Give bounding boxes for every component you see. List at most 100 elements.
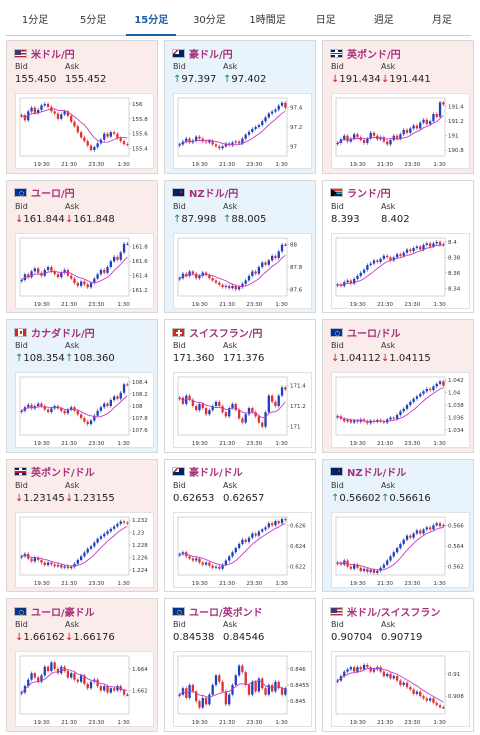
bid-arrow-icon: ↑ bbox=[173, 213, 182, 225]
bid-text: 191.434 bbox=[339, 74, 381, 85]
candle-body bbox=[53, 662, 56, 670]
candle-body bbox=[419, 246, 422, 250]
candle-body bbox=[356, 667, 359, 673]
candle-body bbox=[405, 535, 409, 540]
candle-body bbox=[89, 282, 93, 287]
currency-card[interactable]: 豪ドル/円 Bid Ask ↑97.397 ↑97.402 97.4 97.2 97 19:30… bbox=[164, 40, 316, 174]
pair-link[interactable]: ユーロ/豪ドル bbox=[31, 607, 95, 619]
pair-link[interactable]: ユーロ/ドル bbox=[347, 328, 401, 340]
candle-body bbox=[359, 567, 362, 571]
currency-card[interactable]: ユーロ/英ポンド Bid Ask 0.84538 0.84546 0.846 0.8455 0… bbox=[164, 598, 316, 732]
price-chart[interactable]: 8.4 8.38 8.36 8.34 19:30 21:30 23:30 1:30 bbox=[331, 232, 470, 309]
currency-card[interactable]: スイスフラン/円 Bid Ask 171.360 171.376 171.4 171.2 17… bbox=[164, 319, 316, 453]
currency-card[interactable]: ランド/円 Bid Ask 8.393 8.402 8.4 8.38 8.36 8.34 19:3… bbox=[322, 179, 474, 314]
bid-text: 108.354 bbox=[23, 353, 65, 365]
tab-6[interactable]: 週足 bbox=[373, 15, 394, 26]
y-tick-label: 1.224 bbox=[132, 568, 148, 574]
candle-body bbox=[76, 411, 79, 415]
candle-body bbox=[53, 111, 56, 114]
candle-body bbox=[201, 698, 204, 708]
candle-body bbox=[442, 525, 445, 527]
tab-0[interactable]: 1分足 bbox=[21, 15, 49, 26]
price-chart[interactable]: 1.664 1.662 19:30 21:30 23:30 1:30 bbox=[15, 651, 154, 728]
candle-body bbox=[409, 535, 412, 538]
currency-card[interactable]: 豪ドル/ドル Bid Ask 0.62653 0.62657 0.626 0.624 0.62… bbox=[164, 458, 316, 593]
candle-body bbox=[353, 134, 356, 139]
candle-body bbox=[399, 134, 402, 139]
price-chart[interactable]: 108.4 108.2 108 107.8 107.6 19:30 21:30 23:30 1:… bbox=[15, 372, 154, 449]
price-chart[interactable]: 97.4 97.2 97 19:30 21:30 23:30 1:30 bbox=[173, 93, 312, 169]
currency-card[interactable]: 英ポンド/円 Bid Ask ↓191.434 ↓191.441 191.4 191.2 19… bbox=[322, 40, 474, 174]
candle-body bbox=[274, 109, 277, 112]
candle-body bbox=[343, 672, 346, 677]
price-chart[interactable]: 88 87.8 87.6 19:30 21:30 23:30 1:30 bbox=[173, 232, 312, 309]
tab-4[interactable]: 1時間足 bbox=[249, 15, 286, 26]
price-chart[interactable]: 161.8 161.6 161.4 161.2 19:30 21:30 23:30 1:30 bbox=[15, 232, 154, 309]
pair-link[interactable]: 豪ドル/ドル bbox=[189, 468, 243, 480]
candle-body bbox=[73, 121, 76, 127]
tab-5[interactable]: 日足 bbox=[315, 15, 336, 26]
candle-body bbox=[362, 140, 366, 143]
candle-body bbox=[86, 283, 89, 287]
candle-body bbox=[73, 563, 76, 567]
candle-body bbox=[231, 404, 234, 409]
pair-link[interactable]: NZドル/円 bbox=[189, 189, 239, 201]
pair-link[interactable]: ユーロ/英ポンド bbox=[189, 607, 263, 619]
za-flag-icon bbox=[330, 188, 343, 198]
candle-body bbox=[119, 392, 122, 399]
currency-card[interactable]: ユーロ/円 Bid Ask ↓161.844 ↓161.848 161.8 161.6 161… bbox=[6, 179, 158, 314]
candle-body bbox=[96, 273, 99, 279]
price-chart[interactable]: 0.846 0.8455 0.845 19:30 21:30 23:30 1:30 bbox=[173, 651, 312, 728]
pair-link[interactable]: ランド/円 bbox=[347, 189, 391, 201]
pair-link[interactable]: 豪ドル/円 bbox=[189, 49, 233, 61]
currency-card[interactable]: ユーロ/ドル Bid Ask ↓1.04112 ↓1.04115 1.042 1.04 1.0… bbox=[322, 319, 474, 453]
candle-body bbox=[27, 680, 30, 687]
pair-link[interactable]: NZドル/ドル bbox=[347, 468, 407, 480]
price-chart[interactable]: 0.566 0.564 0.562 19:30 21:30 23:30 1:30 bbox=[331, 511, 470, 588]
tab-1[interactable]: 5分足 bbox=[80, 15, 107, 26]
pair-link[interactable]: ユーロ/円 bbox=[31, 189, 75, 201]
x-tick-label: 21:30 bbox=[61, 162, 77, 168]
candle-body bbox=[218, 566, 221, 569]
price-chart[interactable]: 0.626 0.624 0.622 19:30 21:30 23:30 1:30 bbox=[173, 511, 312, 588]
price-chart[interactable]: 191.4 191.2 191 190.8 19:30 21:30 23:30 1:30 bbox=[331, 93, 470, 169]
candle-body bbox=[399, 543, 402, 548]
tab-7[interactable]: 月足 bbox=[431, 15, 452, 26]
price-chart[interactable]: 1.042 1.04 1.038 1.036 1.034 19:30 21:30 23:30 1… bbox=[331, 372, 470, 449]
pair-link[interactable]: 英ポンド/ドル bbox=[31, 468, 95, 480]
candle-body bbox=[382, 421, 386, 423]
candle-body bbox=[103, 686, 106, 691]
bid-value: ↑97.397 bbox=[173, 74, 216, 85]
price-chart[interactable]: 1.232 1.23 1.228 1.226 1.224 19:30 21:30 23:30 1… bbox=[15, 511, 154, 588]
tab-2[interactable]: 15分足 bbox=[122, 6, 180, 36]
bid-value: 0.90704 bbox=[331, 632, 372, 643]
pair-link[interactable]: 米ドル/スイスフラン bbox=[347, 607, 441, 619]
y-tick-label: 108.2 bbox=[132, 392, 148, 398]
tab-3[interactable]: 30分足 bbox=[193, 15, 226, 26]
currency-card[interactable]: 英ポンド/ドル Bid Ask ↓1.23145 ↓1.23155 1.232 1.23 1.… bbox=[6, 458, 158, 593]
currency-card[interactable]: カナダドル/円 Bid Ask ↑108.354 ↑108.360 108.4 108.2 1… bbox=[6, 319, 158, 453]
x-tick-label: 21:30 bbox=[377, 581, 393, 587]
ask-arrow-icon: ↓ bbox=[381, 74, 390, 85]
candle-body bbox=[43, 406, 46, 410]
candle-body bbox=[106, 403, 109, 407]
price-chart[interactable]: 156 155.8 155.6 155.4 19:30 21:30 23:30 1:30 bbox=[15, 93, 154, 169]
pair-link[interactable]: スイスフラン/円 bbox=[189, 328, 263, 340]
pair-link[interactable]: 米ドル/円 bbox=[31, 49, 75, 61]
currency-card[interactable]: 米ドル/円 Bid Ask 155.450 155.452 156 155.8 155.6 15… bbox=[6, 40, 158, 174]
ca-flag-icon bbox=[14, 327, 27, 337]
candle-body bbox=[214, 675, 218, 686]
currency-card[interactable]: 米ドル/スイスフラン Bid Ask 0.90704 0.90719 0.91 0.908 1… bbox=[322, 598, 474, 732]
candle-body bbox=[399, 680, 402, 686]
currency-card[interactable]: NZドル/ドル Bid Ask ↑0.56602 ↑0.56616 0.566 0.564 0… bbox=[322, 458, 474, 593]
y-tick-label: 0.908 bbox=[448, 695, 464, 701]
currency-card[interactable]: NZドル/円 Bid Ask ↑87.998 ↑88.005 88 87.8 87.6 19:3… bbox=[164, 179, 316, 314]
pair-link[interactable]: 英ポンド/円 bbox=[347, 49, 401, 61]
plot-frame bbox=[177, 516, 288, 576]
pair-link[interactable]: カナダドル/円 bbox=[31, 328, 95, 340]
price-chart[interactable]: 0.91 0.908 19:30 21:30 23:30 1:30 bbox=[331, 651, 470, 728]
candle-body bbox=[267, 685, 270, 696]
y-tick-label: 108.4 bbox=[132, 380, 148, 386]
price-chart[interactable]: 171.4 171.2 171 19:30 21:30 23:30 1:30 bbox=[173, 372, 312, 449]
currency-card[interactable]: ユーロ/豪ドル Bid Ask ↓1.66162 ↓1.66176 1.664 1.662 1… bbox=[6, 598, 158, 732]
